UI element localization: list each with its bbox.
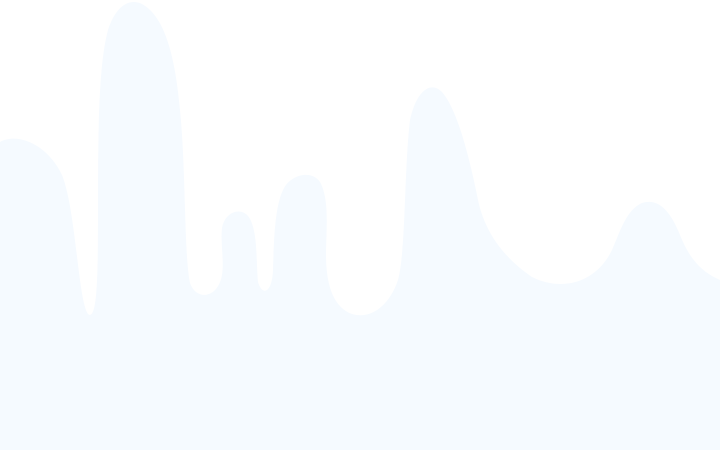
background-canvas xyxy=(0,0,720,450)
background-wave-decoration xyxy=(0,0,720,450)
wave-shape xyxy=(0,1,720,450)
